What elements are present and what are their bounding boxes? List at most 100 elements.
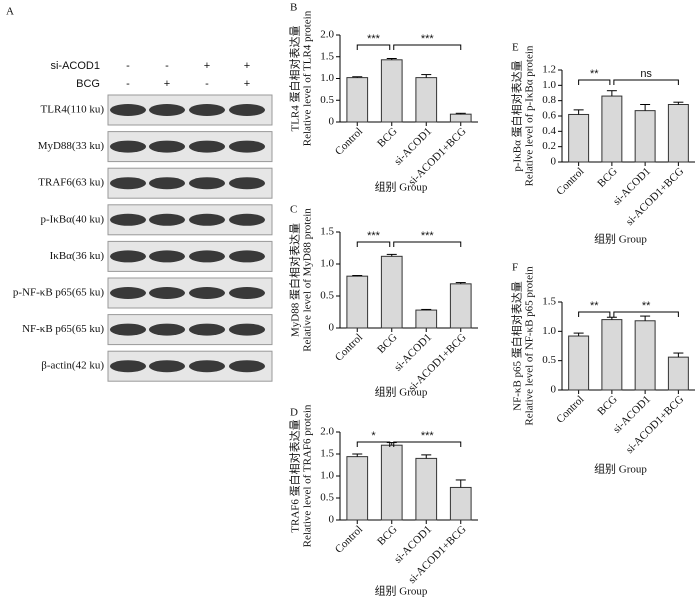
x-axis-title: 组别 Group — [594, 232, 647, 246]
y-tick-label: 1.0 — [542, 79, 556, 91]
x-tick-label: Control — [333, 125, 365, 157]
bar — [346, 77, 369, 123]
significance-bracket — [578, 311, 611, 317]
x-axis-title: 组别 Group — [375, 180, 428, 194]
bar — [634, 320, 656, 391]
bar — [601, 319, 623, 391]
significance-bracket — [356, 241, 391, 247]
blot-band — [110, 323, 146, 336]
significance-label: *** — [421, 230, 435, 242]
y-axis-title-cn: MyD88 蛋白相对表达量 — [288, 223, 302, 337]
y-tick-label: 2.0 — [320, 29, 334, 41]
condition-label: si-ACOD1 — [50, 60, 100, 72]
significance-bracket — [393, 441, 462, 447]
error-bar — [386, 253, 397, 257]
bar — [346, 275, 369, 329]
y-tick-label: 0 — [329, 116, 335, 128]
error-bar — [640, 315, 651, 321]
error-bar — [573, 109, 584, 115]
y-axis-title-cn: NF-κB p65 蛋白相对表达量 — [510, 281, 524, 411]
condition-label: BCG — [76, 78, 100, 90]
blot-band — [110, 104, 146, 116]
bar — [415, 457, 438, 521]
blot-band — [229, 250, 265, 263]
x-tick-label: Control — [554, 393, 586, 425]
error-bar — [673, 101, 684, 105]
panel-label: B — [290, 2, 297, 14]
y-axis-title: Relative level of p-IκBα protein — [524, 45, 536, 186]
significance-label: ** — [590, 300, 599, 312]
y-tick-label: 0 — [551, 156, 557, 168]
blot-band — [149, 287, 185, 299]
y-tick-label: 1.2 — [542, 64, 556, 76]
blot-band — [110, 177, 146, 190]
y-tick-label: 1.0 — [320, 470, 334, 482]
panel-label: A — [6, 6, 14, 18]
y-tick-label: 0.5 — [542, 354, 556, 366]
y-tick-label: 1.5 — [320, 226, 334, 238]
bar — [346, 456, 369, 521]
blot-band — [110, 213, 146, 226]
x-axis-title: 组别 Group — [594, 462, 647, 476]
significance-bracket — [356, 44, 391, 50]
blot-band — [229, 140, 265, 153]
blot-band — [110, 287, 146, 299]
condition-sign: - — [205, 78, 209, 90]
blot-label: TLR4(110 ku) — [41, 104, 105, 116]
panel-label: C — [290, 204, 297, 216]
blot-band — [229, 323, 265, 336]
y-tick-label: 0.5 — [320, 290, 334, 302]
error-bar — [640, 104, 651, 111]
bar — [449, 113, 472, 123]
blot-band — [189, 140, 225, 153]
bar — [667, 356, 689, 391]
error-bar — [421, 454, 432, 459]
error-bar — [606, 90, 617, 97]
x-axis-title: 组别 Group — [375, 385, 428, 399]
y-tick-label: 1.5 — [320, 448, 334, 460]
y-tick-label: 1.0 — [320, 72, 334, 84]
y-tick-label: 1.5 — [320, 50, 334, 62]
panel-label: D — [290, 407, 298, 419]
significance-label: *** — [367, 33, 381, 45]
error-bar — [573, 332, 584, 337]
x-tick-label: si-ACOD1+BCG — [624, 165, 687, 228]
error-bar — [352, 275, 363, 277]
x-tick-label: BCG — [595, 165, 620, 190]
y-axis-title: Relative level of MyD88 protein — [302, 208, 314, 352]
blot-label: MyD88(33 ku) — [38, 140, 105, 152]
blot-band — [149, 250, 185, 263]
significance-bracket — [613, 79, 679, 85]
bar — [667, 104, 689, 163]
error-bar — [673, 352, 684, 358]
blot-band — [110, 360, 146, 373]
bar — [634, 110, 656, 163]
blot-band — [110, 140, 146, 153]
bar — [415, 77, 438, 123]
x-tick-label: Control — [333, 523, 365, 555]
error-bar — [352, 76, 363, 78]
blot-label: p-IκBα(40 ku) — [40, 213, 104, 225]
significance-label: *** — [367, 230, 381, 242]
y-axis-title-cn: TRAF6 蛋白相对表达量 — [288, 419, 302, 532]
bar — [449, 283, 472, 329]
bar — [568, 335, 590, 391]
y-tick-label: 0.2 — [542, 140, 556, 152]
x-tick-label: BCG — [375, 125, 400, 150]
blot-label: TRAF6(63 ku) — [38, 177, 104, 189]
bar — [380, 255, 403, 329]
condition-sign: - — [165, 60, 169, 72]
x-tick-label: BCG — [595, 393, 620, 418]
condition-sign: - — [126, 60, 130, 72]
y-tick-label: 0.4 — [542, 125, 556, 137]
error-bar — [421, 308, 432, 311]
blot-band — [149, 140, 185, 153]
significance-label: *** — [421, 33, 435, 45]
bar — [568, 113, 590, 163]
blot-band — [189, 360, 225, 373]
x-tick-label: Control — [333, 331, 365, 363]
panel-label: F — [512, 262, 518, 274]
y-axis-title: Relative level of NF-κB p65 protein — [524, 266, 536, 426]
error-bar — [421, 74, 432, 78]
